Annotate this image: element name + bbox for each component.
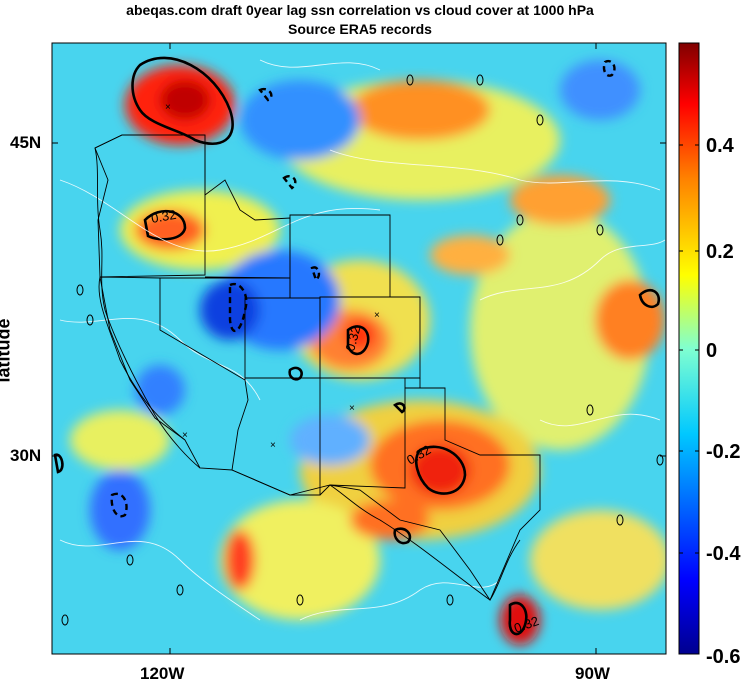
colorbar-label-0.2: 0.2 — [706, 241, 734, 263]
map-subtitle: Source ERA5 records — [288, 21, 432, 37]
colorbar-label-neg0.6: -0.6 — [706, 646, 741, 668]
contour-negative — [110, 59, 616, 518]
x-tick-90w: 90W — [575, 664, 610, 683]
svg-text:×: × — [165, 102, 171, 113]
contour-zero — [59, 59, 666, 621]
small-contours — [61, 74, 664, 626]
colorbar — [678, 42, 700, 655]
map-frame — [51, 42, 667, 655]
colorbar-label-neg0.2: -0.2 — [706, 441, 741, 463]
colorbar-label-neg0.4: -0.4 — [706, 543, 741, 565]
colorbar-ticks — [679, 144, 699, 554]
svg-text:×: × — [270, 440, 276, 451]
state-boundaries — [94, 134, 541, 601]
correlation-field: × × × × × — [52, 43, 666, 654]
contour-label: 0.32 — [150, 207, 178, 226]
svg-text:×: × — [182, 430, 188, 441]
y-tick-30n: 30N — [10, 446, 42, 465]
station-markers: × × × × × — [165, 102, 380, 451]
coastline — [94, 134, 521, 601]
svg-text:×: × — [374, 310, 380, 321]
x-tick-120w: 120W — [140, 664, 185, 683]
contour-label: 0.32 — [342, 324, 363, 352]
contour-0.32 — [53, 56, 661, 636]
y-tick-45n: 45N — [10, 133, 42, 152]
svg-text:×: × — [349, 403, 355, 414]
axis-ticks — [52, 43, 666, 654]
map-title: abeqas.com draft 0year lag ssn correlati… — [126, 2, 594, 18]
colorbar-label-0.4: 0.4 — [706, 135, 734, 157]
colorbar-label-0: 0 — [706, 340, 718, 362]
